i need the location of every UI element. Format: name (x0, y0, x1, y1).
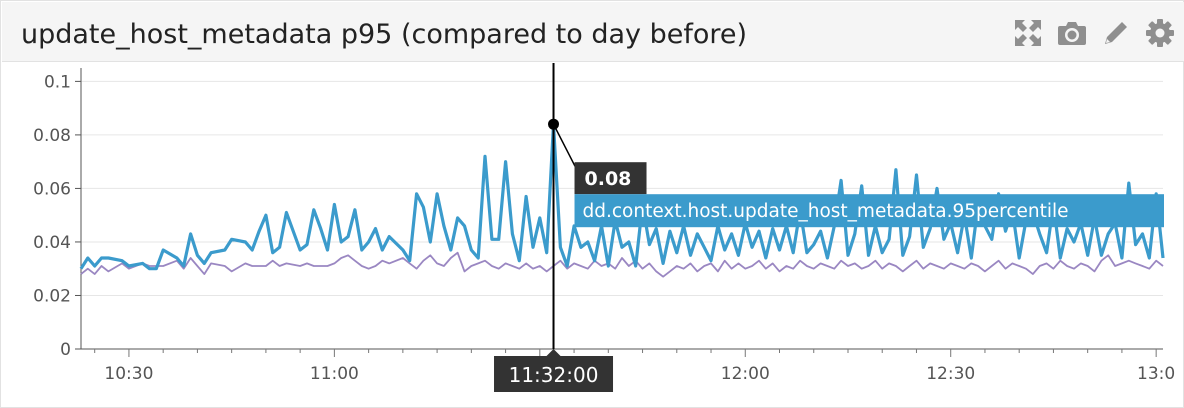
time-box (494, 356, 614, 392)
widget-header: update_host_metadata p95 (compared to da… (2, 2, 1184, 62)
tooltip-series-name: dd.context.host.update_host_metadata.95p… (583, 201, 1069, 222)
series-line-previous (80, 251, 1164, 278)
x-tick-label: 12:30 (926, 364, 975, 384)
x-tick-label: 10:30 (104, 364, 153, 384)
tooltip-value-box (574, 162, 647, 195)
tooltip-pointer-line (552, 123, 577, 168)
x-tick-label: 11:00 (310, 364, 359, 384)
y-tick-label: 0 (60, 340, 71, 360)
time-box-label: 11:32:00 (509, 363, 599, 387)
y-tick-label: 0.06 (33, 179, 71, 199)
chart-area[interactable]: 00.020.040.060.080.110:3011:0011:3012:00… (1, 63, 1184, 408)
y-tick-label: 0.1 (44, 72, 71, 92)
line-chart[interactable]: 00.020.040.060.080.110:3011:0011:3012:00… (1, 63, 1184, 408)
x-tick-label: 13:0 (1137, 364, 1175, 384)
camera-icon[interactable] (1056, 17, 1088, 49)
hover-layer: 0.08 dd.context.host.update_host_metadata… (494, 63, 1164, 392)
tooltip-value: 0.08 (585, 168, 632, 190)
gear-icon[interactable] (1144, 17, 1176, 49)
hover-point (548, 118, 560, 130)
tooltip-series-box (574, 194, 1164, 228)
pencil-icon[interactable] (1100, 17, 1132, 49)
expand-icon[interactable] (1012, 17, 1044, 49)
y-tick-label: 0.04 (33, 233, 71, 253)
widget-toolbar (1000, 17, 1176, 49)
y-tick-label: 0.08 (33, 126, 71, 146)
widget-title: update_host_metadata p95 (compared to da… (21, 19, 748, 50)
axes: 00.020.040.060.080.110:3011:0011:3012:00… (33, 68, 1175, 384)
time-box-pointer (546, 349, 561, 356)
y-tick-label: 0.02 (33, 286, 71, 306)
x-tick-label: 12:00 (721, 364, 770, 384)
